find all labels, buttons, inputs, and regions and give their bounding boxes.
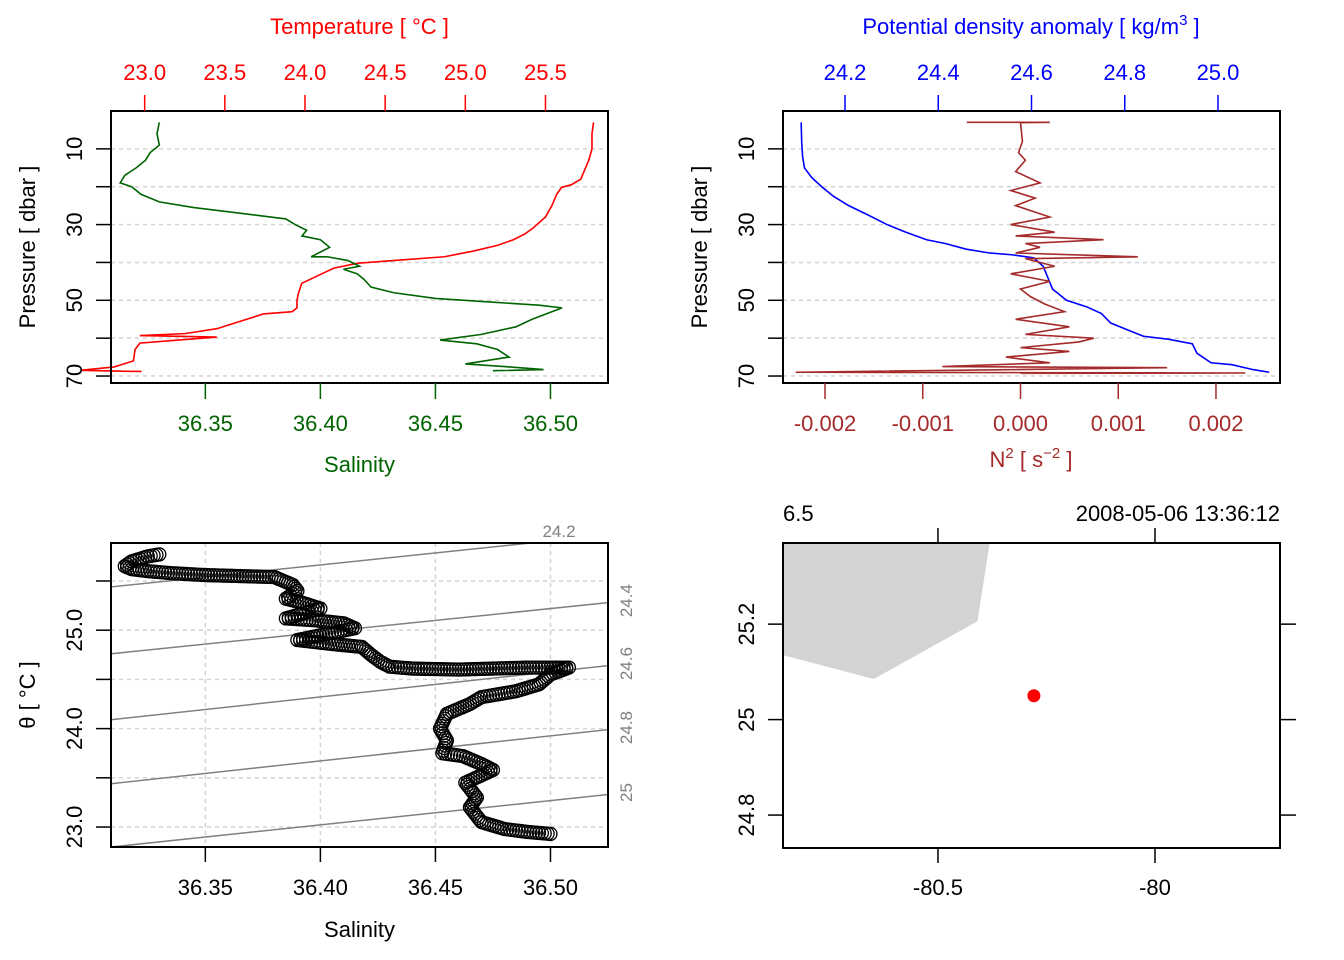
x-tick-label: -80.5 — [913, 875, 963, 900]
bottom-tick-label: 36.40 — [293, 411, 348, 436]
bottom-axis-title-sup: −2 — [1043, 445, 1060, 462]
bottom-tick-label: 0.001 — [1091, 411, 1146, 436]
map-timestamp: 2008-05-06 13:36:12 — [1076, 501, 1280, 526]
bottom-tick-label: 36.35 — [178, 411, 233, 436]
y-tick-label: 30 — [62, 212, 87, 236]
n2-line — [795, 121, 1246, 375]
y-tick-label: 25 — [734, 707, 759, 731]
top-tick-label: 24.6 — [1010, 60, 1053, 85]
map-top-left-label: 6.5 — [783, 501, 814, 526]
isopycnal-label: 24.6 — [617, 647, 636, 680]
bottom-axis-title-sup: 2 — [1005, 445, 1013, 462]
bottom-axis-title-main: N — [990, 447, 1006, 472]
data-point — [543, 826, 558, 842]
bottom-tick-label: 0.000 — [993, 411, 1048, 436]
panel-ts-diagram: 36.35 36.40 36.45 36.50 Salinity 23.0 24.0 25.0… — [15, 522, 636, 942]
plot-frame — [782, 110, 1281, 384]
top-tick-label: 25.5 — [524, 60, 567, 85]
isopycnal-label: 24.4 — [617, 584, 636, 617]
data-point — [468, 788, 483, 803]
y-tick-label: 25.2 — [734, 603, 759, 646]
panel-station-map: -80.5 -80 24.8 25 25.2 6.5 2008-05-06 13:36:12 — [734, 501, 1296, 900]
bottom-axis-title: Salinity — [324, 452, 395, 477]
bottom-tick-label: 0.002 — [1188, 411, 1243, 436]
plot-frame — [110, 542, 609, 848]
bottom-tick-label: -0.001 — [892, 411, 954, 436]
isopycnal-label: 25 — [617, 783, 636, 802]
top-tick-label: 24.4 — [917, 60, 960, 85]
y-axis-title: θ [ °C ] — [15, 661, 40, 728]
x-tick-label: -80 — [1139, 875, 1171, 900]
x-tick-label: 36.35 — [178, 875, 233, 900]
top-axis-title: Potential density anomaly [ kg/m3 ] — [862, 12, 1199, 39]
temperature-line — [80, 122, 595, 373]
bottom-tick-label: -0.002 — [794, 411, 856, 436]
plot-frame — [110, 110, 609, 384]
x-tick-label: 36.40 — [293, 875, 348, 900]
data-point — [472, 812, 487, 828]
x-axis-title: Salinity — [324, 917, 395, 942]
x-tick-label: 36.45 — [408, 875, 463, 900]
salinity-line — [118, 122, 563, 372]
y-axis-title: Pressure [ dbar ] — [687, 166, 712, 329]
y-tick-label: 24.0 — [62, 707, 87, 750]
bottom-tick-label: 36.50 — [523, 411, 578, 436]
bottom-axis-title-tail: ] — [1060, 447, 1072, 472]
isopycnal-line — [111, 728, 608, 785]
isopycnal-label: 24.8 — [617, 711, 636, 744]
y-tick-label: 70 — [734, 364, 759, 388]
bottom-axis-title: N2 [ s−2 ] — [990, 445, 1073, 472]
panel-density-n2-profile: 10 30 50 70 Pressure [ dbar ] 24.2 24.4 24.6 24.… — [687, 12, 1281, 472]
y-tick-label: 70 — [62, 364, 87, 388]
y-tick-label: 10 — [62, 137, 87, 161]
top-tick-label: 25.0 — [444, 60, 487, 85]
y-tick-label: 50 — [734, 288, 759, 312]
y-tick-label: 30 — [734, 212, 759, 236]
top-tick-label: 25.0 — [1197, 60, 1240, 85]
top-tick-label: 23.5 — [203, 60, 246, 85]
data-point — [379, 658, 395, 673]
top-axis-title-main: Potential density anomaly [ kg/m — [862, 14, 1179, 39]
y-tick-label: 23.0 — [62, 806, 87, 849]
bottom-tick-label: 36.45 — [408, 411, 463, 436]
top-tick-label: 24.5 — [364, 60, 407, 85]
y-tick-label: 50 — [62, 288, 87, 312]
top-axis-title-tail: ] — [1187, 14, 1199, 39]
y-tick-label: 24.8 — [734, 794, 759, 837]
y-tick-label: 25.0 — [62, 609, 87, 652]
top-tick-label: 24.8 — [1103, 60, 1146, 85]
land-polygon — [783, 543, 990, 680]
plot-area — [111, 543, 608, 847]
top-axis-title: Temperature [ °C ] — [270, 14, 449, 39]
data-point — [287, 579, 302, 595]
top-axis-title-sup: 3 — [1179, 12, 1187, 29]
top-tick-label: 24.0 — [284, 60, 327, 85]
y-tick-label: 10 — [734, 137, 759, 161]
isopycnal-label: 24.2 — [542, 522, 575, 541]
bottom-axis-title-mid: [ s — [1014, 447, 1043, 472]
station-marker — [1027, 689, 1041, 703]
panel-temperature-salinity-profile: 10 30 50 70 Pressure [ dbar ] 23.0 23.5 24.0 24.… — [15, 14, 609, 477]
isopycnal-line — [111, 793, 608, 847]
x-tick-label: 36.50 — [523, 875, 578, 900]
top-tick-label: 23.0 — [123, 60, 166, 85]
map-frame — [782, 542, 1281, 849]
top-tick-label: 24.2 — [824, 60, 867, 85]
y-axis-title: Pressure [ dbar ] — [15, 166, 40, 329]
